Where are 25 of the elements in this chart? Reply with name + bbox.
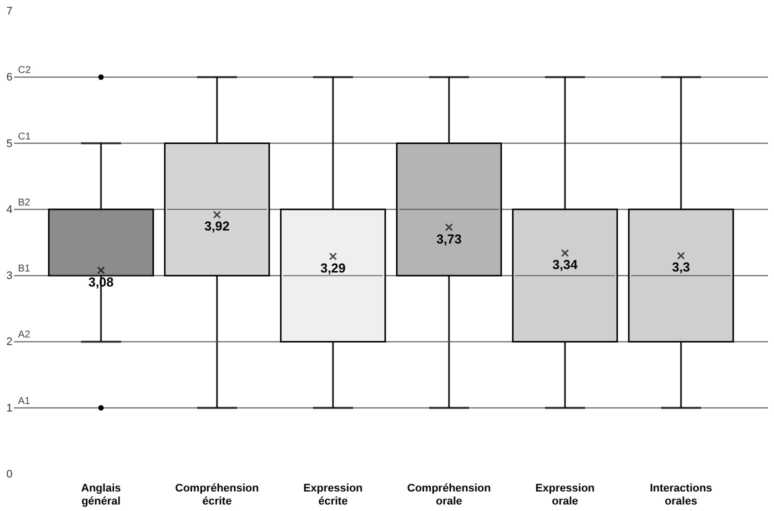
text: 3,3 [672, 260, 690, 275]
text: 3,34 [552, 257, 578, 272]
x-tick-label: Compréhension écrite [175, 482, 260, 508]
text: 3,92 [204, 218, 230, 234]
ref-line-label: C1 [18, 131, 32, 142]
y-tick-label: 7 [6, 6, 12, 18]
ref-line-label: C2 [18, 65, 32, 76]
x-tick-label: Compréhension orale [407, 482, 492, 508]
y-tick-label: 5 [6, 138, 12, 150]
text: 3,73 [436, 231, 462, 246]
y-tick-label: 1 [6, 402, 12, 414]
y-tick-label: 0 [6, 468, 12, 480]
y-tick-label: 2 [6, 336, 12, 348]
x-tick-label: Expression écrite [303, 482, 363, 508]
y-tick-label: 3 [6, 270, 12, 282]
y-tick-label: 6 [6, 72, 12, 84]
x-tick-label: Interactions orales [650, 482, 712, 508]
ref-line-label: B1 [18, 264, 31, 275]
ref-line-label: A1 [18, 396, 31, 407]
x-tick-label: Expression orale [535, 482, 595, 508]
x-tick-label: Anglais général [81, 482, 121, 508]
ref-line-label: A2 [18, 330, 31, 341]
y-tick-label: 4 [6, 204, 12, 216]
ref-line-label: B2 [18, 197, 31, 208]
text: 3,29 [320, 260, 346, 276]
